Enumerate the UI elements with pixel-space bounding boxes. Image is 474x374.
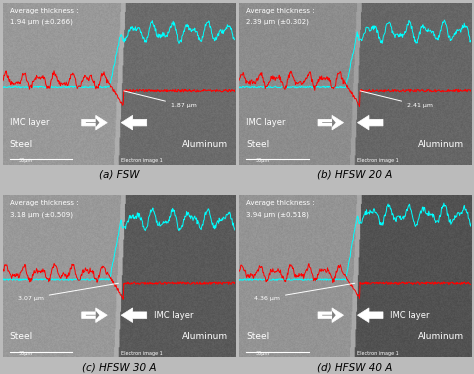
Text: (d) HFSW 40 A: (d) HFSW 40 A	[318, 362, 393, 372]
Text: 3.07 μm: 3.07 μm	[18, 283, 118, 301]
Polygon shape	[322, 118, 336, 127]
Text: IMC layer: IMC layer	[154, 311, 193, 320]
Text: Aluminum: Aluminum	[418, 332, 464, 341]
Polygon shape	[82, 308, 107, 322]
Text: IMC layer: IMC layer	[390, 311, 429, 320]
Text: 30μm: 30μm	[255, 351, 269, 356]
Polygon shape	[318, 115, 344, 130]
Text: (c) HFSW 30 A: (c) HFSW 30 A	[82, 362, 156, 372]
Text: Electron image 1: Electron image 1	[121, 158, 163, 163]
Text: (b) HFSW 20 A: (b) HFSW 20 A	[318, 169, 393, 180]
Polygon shape	[357, 115, 383, 130]
Text: 4.36 μm: 4.36 μm	[254, 283, 355, 301]
Polygon shape	[318, 308, 344, 322]
Text: 30μm: 30μm	[255, 158, 269, 163]
Text: Steel: Steel	[10, 332, 33, 341]
Text: Electron image 1: Electron image 1	[357, 158, 399, 163]
Text: Steel: Steel	[246, 140, 269, 148]
Text: Steel: Steel	[10, 140, 33, 148]
Text: Aluminum: Aluminum	[182, 332, 228, 341]
Text: IMC layer: IMC layer	[10, 118, 49, 127]
Text: Average thickness :: Average thickness :	[10, 200, 78, 206]
Polygon shape	[322, 311, 336, 319]
Text: Average thickness :: Average thickness :	[10, 7, 78, 13]
Text: 1.87 μm: 1.87 μm	[124, 91, 197, 108]
Text: 30μm: 30μm	[19, 158, 33, 163]
Polygon shape	[82, 115, 107, 130]
Text: 2.39 μm (±0.302): 2.39 μm (±0.302)	[246, 19, 309, 25]
Text: 1.94 μm (±0.266): 1.94 μm (±0.266)	[10, 19, 73, 25]
Text: 2.41 μm: 2.41 μm	[360, 91, 433, 108]
Polygon shape	[121, 115, 147, 130]
Text: 30μm: 30μm	[19, 351, 33, 356]
Text: 3.18 μm (±0.509): 3.18 μm (±0.509)	[10, 212, 73, 218]
Text: (a) FSW: (a) FSW	[99, 169, 139, 180]
Text: Aluminum: Aluminum	[182, 140, 228, 148]
Text: 3.94 μm (±0.518): 3.94 μm (±0.518)	[246, 212, 309, 218]
Text: Electron image 1: Electron image 1	[121, 351, 163, 356]
Text: Steel: Steel	[246, 332, 269, 341]
Text: Electron image 1: Electron image 1	[357, 351, 399, 356]
Polygon shape	[121, 308, 147, 322]
Text: IMC layer: IMC layer	[246, 118, 285, 127]
Text: Average thickness :: Average thickness :	[246, 200, 315, 206]
Polygon shape	[357, 308, 383, 322]
Polygon shape	[86, 311, 100, 319]
Polygon shape	[86, 118, 100, 127]
Text: Aluminum: Aluminum	[418, 140, 464, 148]
Text: Average thickness :: Average thickness :	[246, 7, 315, 13]
